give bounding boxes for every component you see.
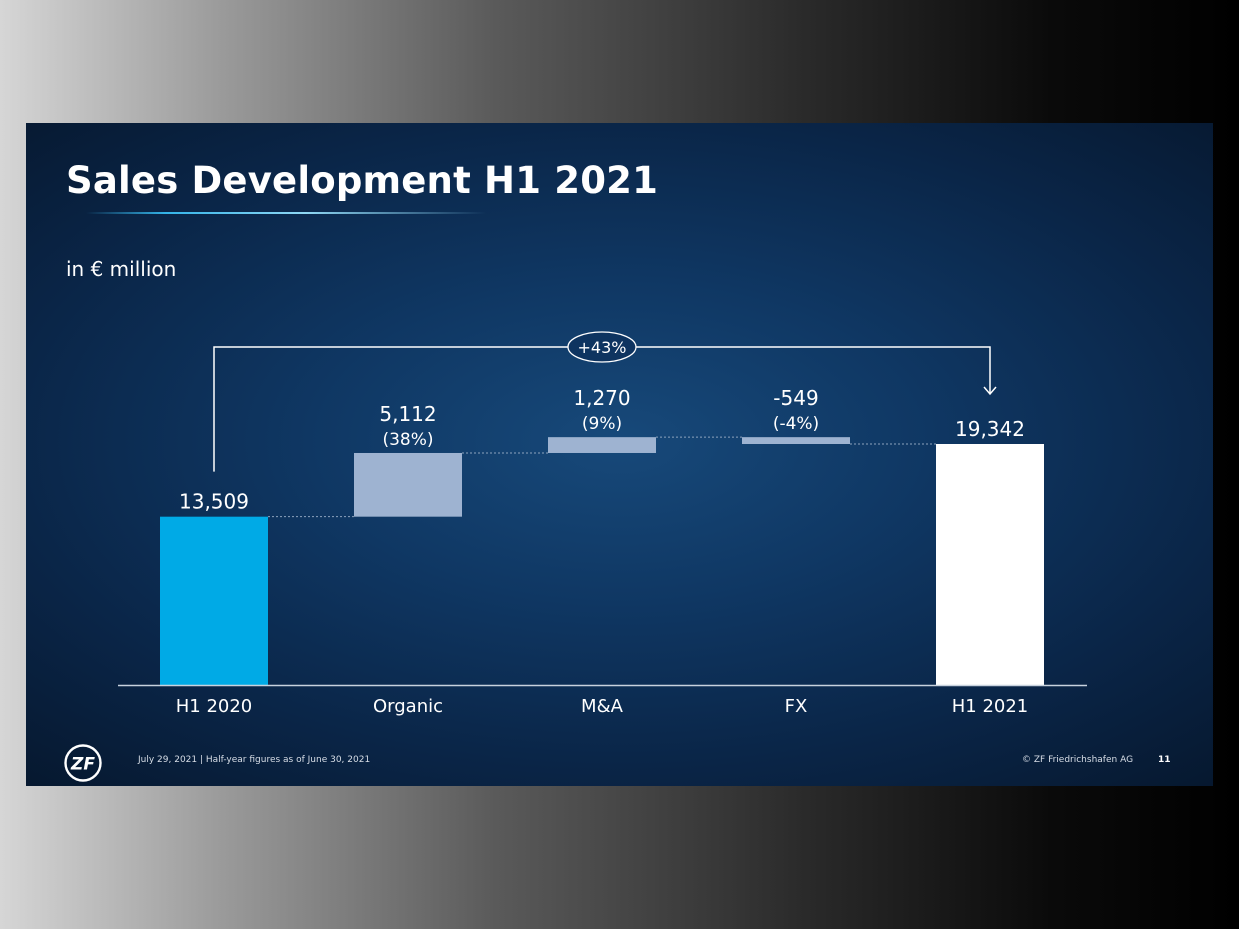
title-underline <box>86 212 486 214</box>
bar-h1-2020 <box>160 516 268 685</box>
zf-logo: ZF <box>64 744 102 782</box>
logo-text: ZF <box>70 755 95 775</box>
footer-note: July 29, 2021 | Half-year figures as of … <box>138 755 371 765</box>
category-label: H1 2021 <box>952 696 1029 717</box>
change-badge <box>567 331 637 363</box>
category-label: M&A <box>581 696 624 717</box>
value-label: 13,509 <box>179 490 249 514</box>
percent-label: (9%) <box>582 414 622 434</box>
bar-m-a <box>548 437 656 453</box>
unit-label: in € million <box>66 257 177 281</box>
category-label: H1 2020 <box>176 696 253 717</box>
category-label: FX <box>785 696 808 717</box>
slide-title: Sales Development H1 2021 <box>66 159 659 202</box>
total-change-label: +43% <box>578 338 627 357</box>
copyright: © ZF Friedrichshafen AG <box>1022 755 1134 765</box>
bar-fx <box>742 437 850 444</box>
value-label: -549 <box>773 386 818 410</box>
arrow-head-icon <box>983 386 997 396</box>
slide: Sales Development H1 2021 in € million 1… <box>26 123 1213 786</box>
category-label: Organic <box>373 696 443 717</box>
waterfall-chart: 13,509 H1 2020 (38%) 5,112 Organic (9%) 1,270 M… <box>118 331 1087 717</box>
value-label: 19,342 <box>955 417 1025 441</box>
bar-h1-2021 <box>936 444 1044 685</box>
bar-organic <box>354 452 462 517</box>
value-label: 1,270 <box>573 386 630 410</box>
value-label: 5,112 <box>379 402 436 426</box>
percent-label: (-4%) <box>773 414 819 434</box>
page-number: 11 <box>1158 755 1171 765</box>
percent-label: (38%) <box>382 430 433 450</box>
